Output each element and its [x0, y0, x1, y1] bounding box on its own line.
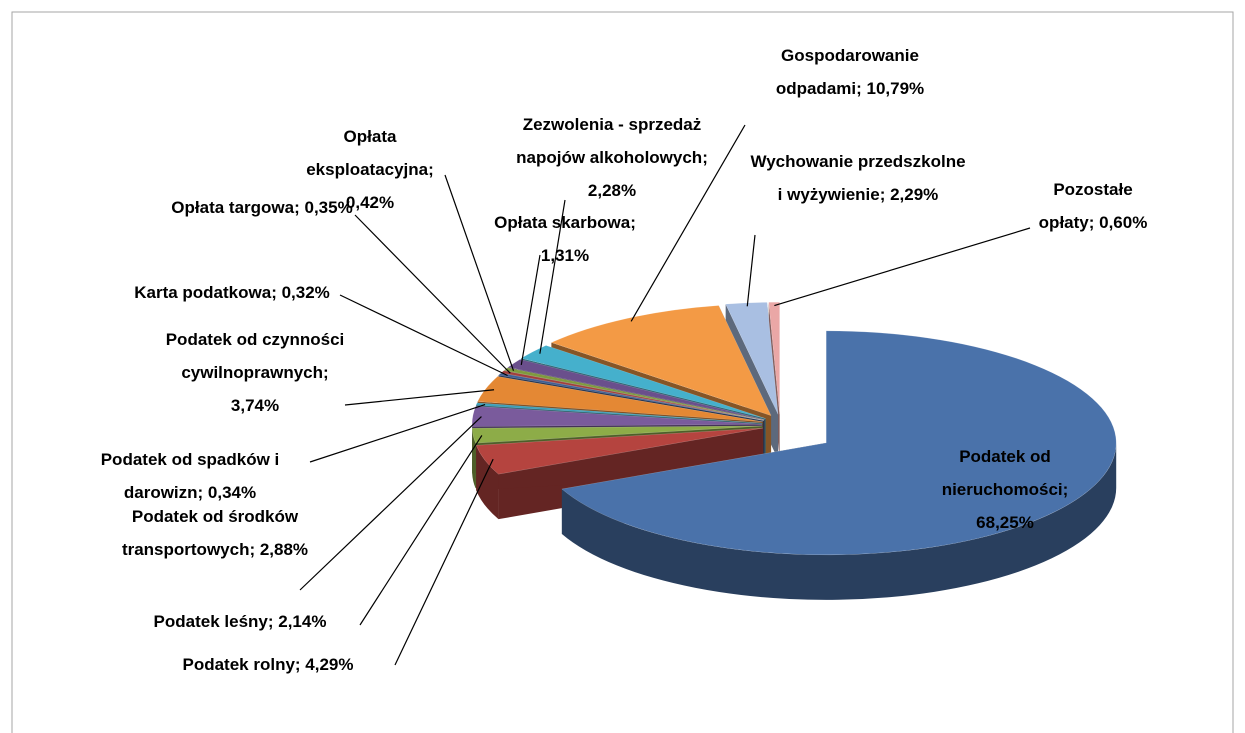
data-label: Podatek rolny; 4,29%	[182, 655, 354, 674]
slice	[768, 301, 780, 415]
data-label: Karta podatkowa; 0,32%	[134, 283, 330, 302]
leader-line	[774, 227, 1031, 307]
leader-line	[444, 174, 515, 371]
slice	[475, 402, 763, 424]
slice	[471, 406, 763, 427]
slice-wall	[561, 442, 1117, 600]
slice	[561, 330, 1117, 556]
slice	[475, 427, 763, 475]
leader-line	[339, 294, 508, 377]
leader-line	[520, 254, 541, 366]
data-label: Podatek leśny; 2,14%	[153, 612, 327, 631]
slice	[520, 345, 766, 419]
leader-line	[394, 458, 494, 666]
slice	[477, 376, 763, 423]
data-label: Opłata skarbowa; 1,31%	[494, 213, 636, 265]
slice-wall	[476, 445, 499, 520]
leader-line	[630, 124, 746, 322]
data-label: Wychowanie przedszkolne i wyżywienie; 2,…	[750, 152, 966, 204]
leader-line	[354, 214, 511, 374]
data-label: Gospodarowanie odpadami; 10,79%	[775, 46, 925, 98]
data-label: Zezwolenia - sprzedaż napojów alkoholowy…	[516, 115, 708, 200]
data-label: Opłata eksploatacyjna; 0,42%	[306, 127, 434, 212]
leader-line	[359, 435, 483, 626]
slice	[507, 359, 765, 420]
leader-line	[309, 404, 486, 463]
slice	[725, 302, 779, 415]
data-label: Pozostałe opłaty; 0,60%	[1038, 180, 1148, 232]
leader-line	[746, 234, 756, 307]
slice	[471, 425, 763, 444]
data-label: Opłata targowa; 0,35%	[171, 198, 353, 217]
data-label: Podatek od spadków i darowizn; 0,34%	[100, 450, 280, 502]
slice	[550, 305, 772, 417]
leader-line	[299, 416, 482, 591]
slice-wall	[472, 428, 476, 489]
data-label: Podatek od środków transportowych; 2,88%	[121, 507, 309, 559]
leader-line	[539, 199, 566, 354]
data-label: Podatek od czynności cywilnoprawnych; 3,…	[165, 330, 345, 415]
data-label: Podatek od nieruchomości; 68,25%	[941, 447, 1069, 532]
leader-line	[344, 389, 495, 406]
slice	[497, 372, 764, 421]
